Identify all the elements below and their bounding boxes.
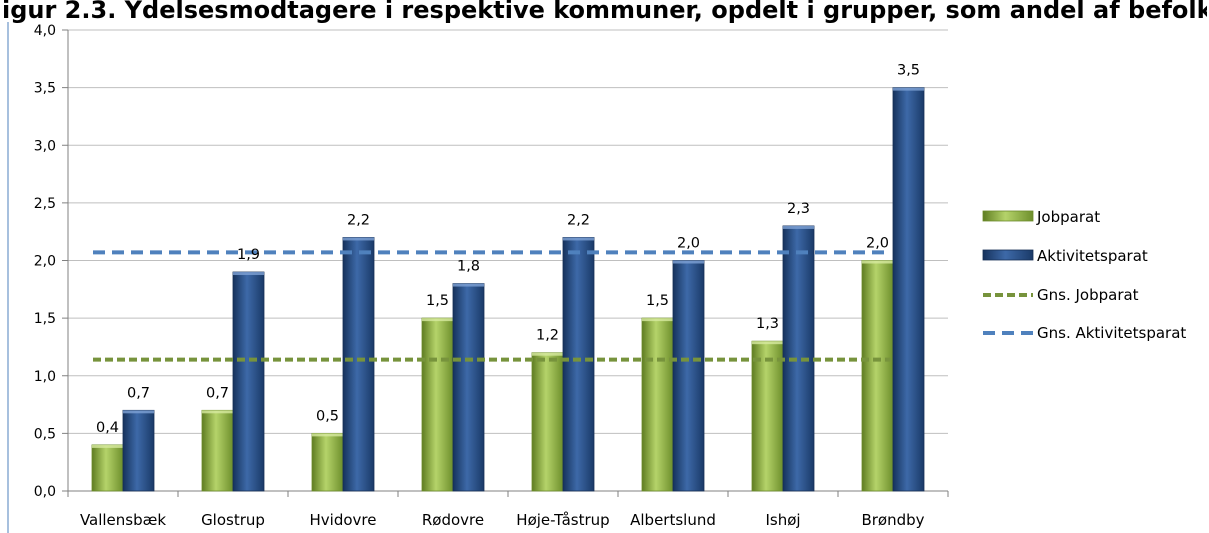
y-tick-label: 2,0 xyxy=(34,254,56,270)
legend-swatch-jobparat xyxy=(982,210,1034,222)
bar-aktivitetsparat xyxy=(122,409,155,492)
bar-jobparat xyxy=(641,317,674,492)
data-label-aktivitetsparat: 2,2 xyxy=(567,212,590,228)
data-label-jobparat: 1,5 xyxy=(426,293,449,309)
legend-swatch-aktivitetsparat xyxy=(982,249,1034,261)
y-tick-label: 4,0 xyxy=(34,23,56,39)
data-label-aktivitetsparat: 2,3 xyxy=(787,201,810,217)
data-label-aktivitetsparat: 1,9 xyxy=(237,247,260,263)
y-tick-label: 2,5 xyxy=(34,196,56,212)
bar-jobparat xyxy=(751,340,784,492)
data-label-jobparat: 0,4 xyxy=(96,420,119,436)
bar-jobparat xyxy=(861,260,894,492)
y-tick-label: 1,5 xyxy=(34,311,56,327)
bar-top-highlight xyxy=(783,225,814,229)
chart-title: igur 2.3. Ydelsesmodtagere i respektive … xyxy=(2,0,1207,24)
x-tick-label: Ishøj xyxy=(765,511,800,529)
bar-top-highlight xyxy=(673,260,704,264)
bar-aktivitetsparat xyxy=(342,237,375,492)
x-tick-label: Høje-Tåstrup xyxy=(516,511,609,529)
bar-jobparat xyxy=(91,444,124,492)
bar-top-highlight xyxy=(532,352,563,356)
bar-aktivitetsparat xyxy=(562,237,595,492)
bar-jobparat xyxy=(201,409,234,492)
bar-top-highlight xyxy=(343,237,374,241)
bar-aktivitetsparat xyxy=(782,225,815,492)
legend-label: Gns. Jobparat xyxy=(1037,286,1139,304)
bar-jobparat xyxy=(531,352,564,492)
bar-top-highlight xyxy=(422,318,453,322)
bar-aktivitetsparat xyxy=(452,283,485,492)
y-tick-label: 3,5 xyxy=(34,81,56,97)
data-label-jobparat: 1,2 xyxy=(536,328,559,344)
x-tick-label: Vallensbæk xyxy=(80,511,166,529)
data-label-aktivitetsparat: 2,0 xyxy=(677,236,700,252)
y-tick-label: 3,0 xyxy=(34,138,56,154)
bar-top-highlight xyxy=(233,272,264,276)
x-tick-label: Glostrup xyxy=(201,511,265,529)
data-label-jobparat: 1,3 xyxy=(756,316,779,332)
bar-top-highlight xyxy=(453,283,484,287)
data-label-jobparat: 2,0 xyxy=(866,236,889,252)
data-label-aktivitetsparat: 1,8 xyxy=(457,259,480,275)
y-tick-label: 0,0 xyxy=(34,484,56,500)
x-tick-label: Brøndby xyxy=(861,511,924,529)
bar-top-highlight xyxy=(563,237,594,241)
x-tick-label: Rødovre xyxy=(422,511,484,529)
bar-top-highlight xyxy=(312,433,343,437)
data-label-aktivitetsparat: 2,2 xyxy=(347,212,370,228)
bar-aktivitetsparat xyxy=(892,87,925,492)
data-label-aktivitetsparat: 3,5 xyxy=(897,63,920,79)
bar-top-highlight xyxy=(202,410,233,414)
bar-top-highlight xyxy=(893,87,924,91)
bar-jobparat xyxy=(311,432,344,492)
bar-aktivitetsparat xyxy=(672,260,705,492)
data-label-jobparat: 0,5 xyxy=(316,408,339,424)
y-tick-label: 0,5 xyxy=(34,426,56,442)
bar-top-highlight xyxy=(92,444,123,448)
legend-label: Jobparat xyxy=(1036,208,1100,226)
legend-label: Gns. Aktivitetsparat xyxy=(1037,324,1186,342)
legend-label: Aktivitetsparat xyxy=(1037,247,1148,265)
data-label-aktivitetsparat: 0,7 xyxy=(127,385,150,401)
data-label-jobparat: 1,5 xyxy=(646,293,669,309)
bar-aktivitetsparat xyxy=(232,271,265,492)
bar-top-highlight xyxy=(642,318,673,322)
bar-top-highlight xyxy=(752,341,783,345)
bar-top-highlight xyxy=(123,410,154,414)
x-tick-label: Hvidovre xyxy=(310,511,377,529)
y-tick-label: 1,0 xyxy=(34,369,56,385)
bar-jobparat xyxy=(421,317,454,492)
x-tick-label: Albertslund xyxy=(630,511,716,529)
data-label-jobparat: 0,7 xyxy=(206,385,229,401)
bar-top-highlight xyxy=(862,260,893,264)
